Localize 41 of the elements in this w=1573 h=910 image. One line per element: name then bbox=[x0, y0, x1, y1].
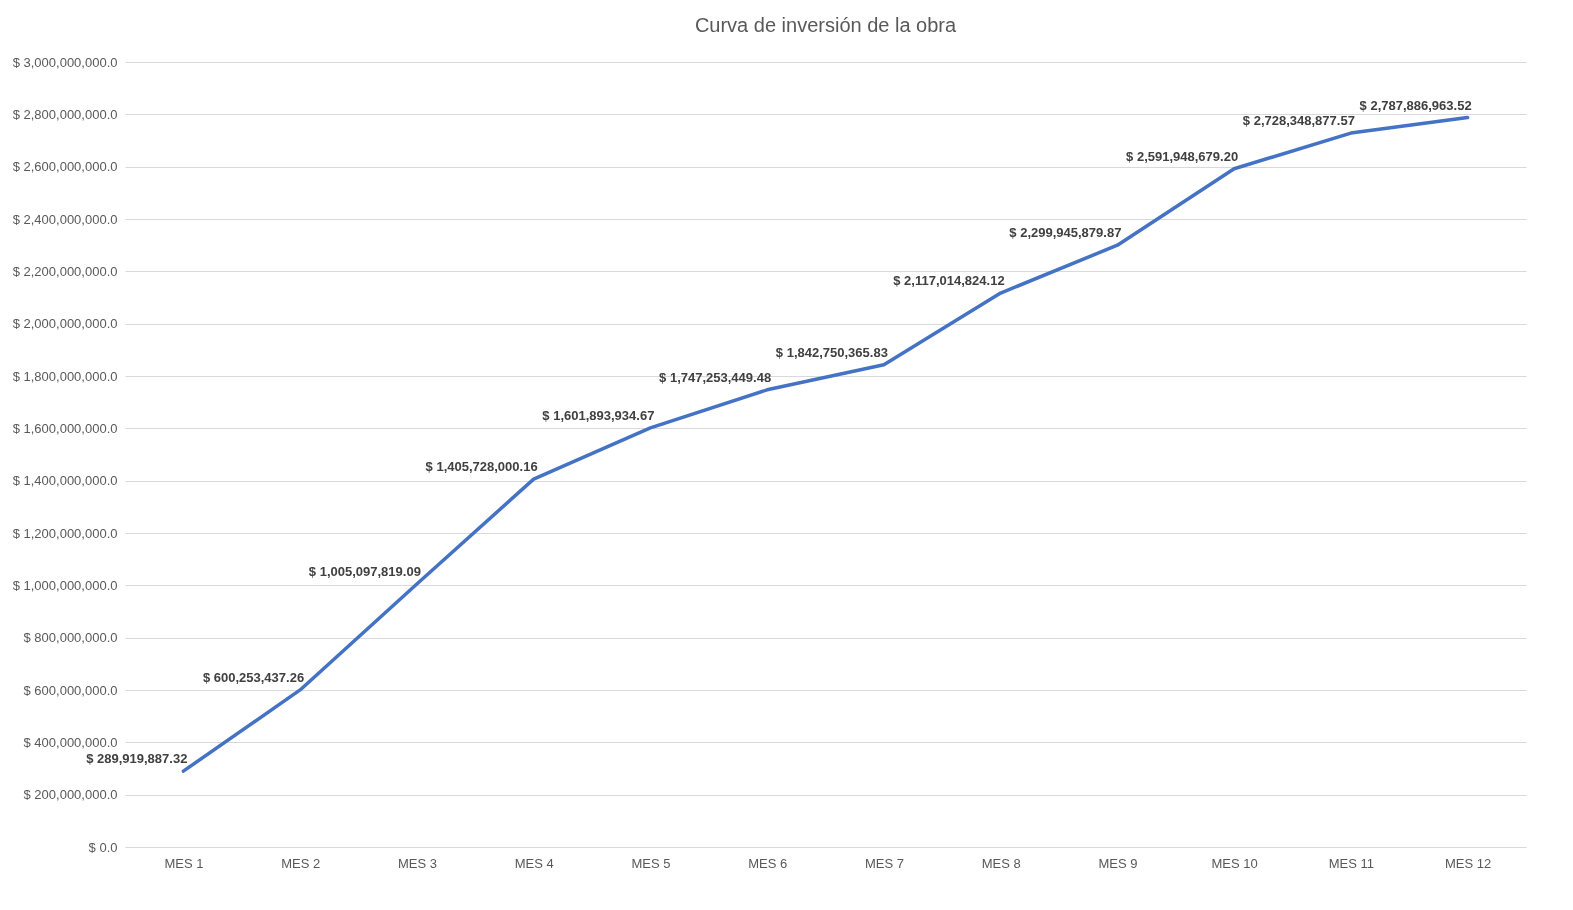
x-tick-label: MES 9 bbox=[1098, 855, 1138, 871]
data-label: $ 2,787,886,963.52 bbox=[1359, 97, 1472, 113]
y-tick-label: $ 0.0 bbox=[88, 839, 118, 855]
data-label: $ 1,842,750,365.83 bbox=[775, 344, 888, 360]
data-label: $ 600,253,437.26 bbox=[202, 669, 305, 685]
y-tick-label: $ 200,000,000.0 bbox=[23, 787, 118, 803]
y-tick-label: $ 1,800,000,000.0 bbox=[12, 368, 118, 384]
data-label: $ 2,728,348,877.57 bbox=[1242, 113, 1355, 129]
y-tick-label: $ 1,000,000,000.0 bbox=[12, 577, 118, 593]
y-tick-label: $ 2,000,000,000.0 bbox=[12, 316, 118, 332]
x-tick-label: MES 10 bbox=[1211, 855, 1258, 871]
y-tick-label: $ 1,400,000,000.0 bbox=[12, 473, 118, 489]
y-tick-label: $ 800,000,000.0 bbox=[23, 630, 118, 646]
chart-title: Curva de inversión de la obra bbox=[694, 14, 957, 36]
x-tick-label: MES 7 bbox=[864, 855, 904, 871]
x-tick-label: MES 8 bbox=[981, 855, 1021, 871]
x-tick-label: MES 6 bbox=[748, 855, 788, 871]
x-tick-label: MES 2 bbox=[281, 855, 321, 871]
data-label: $ 289,919,887.32 bbox=[86, 751, 188, 767]
data-label: $ 1,405,728,000.16 bbox=[425, 459, 538, 475]
y-tick-label: $ 2,400,000,000.0 bbox=[12, 211, 118, 227]
y-tick-label: $ 600,000,000.0 bbox=[23, 682, 118, 698]
x-tick-label: MES 1 bbox=[164, 855, 204, 871]
y-tick-label: $ 2,800,000,000.0 bbox=[12, 106, 118, 122]
y-tick-label: $ 2,200,000,000.0 bbox=[12, 263, 118, 279]
y-tick-label: $ 1,200,000,000.0 bbox=[12, 525, 118, 541]
y-tick-label: $ 3,000,000,000.0 bbox=[12, 54, 118, 70]
data-label: $ 2,117,014,824.12 bbox=[893, 273, 1005, 289]
x-tick-label: MES 5 bbox=[631, 855, 671, 871]
data-label: $ 2,591,948,679.20 bbox=[1126, 148, 1239, 164]
y-tick-label: $ 1,600,000,000.0 bbox=[12, 420, 118, 436]
x-tick-label: MES 4 bbox=[514, 855, 554, 871]
y-tick-label: $ 400,000,000.0 bbox=[23, 734, 118, 750]
data-label: $ 1,005,097,819.09 bbox=[308, 564, 421, 579]
data-label: $ 2,299,945,879.87 bbox=[1009, 225, 1122, 241]
x-tick-label: MES 3 bbox=[397, 855, 437, 871]
x-tick-label: MES 12 bbox=[1445, 855, 1492, 871]
data-label: $ 1,747,253,449.48 bbox=[659, 369, 772, 385]
y-tick-label: $ 2,600,000,000.0 bbox=[12, 159, 118, 175]
x-tick-label: MES 11 bbox=[1328, 855, 1375, 871]
data-label: $ 1,601,893,934.67 bbox=[542, 407, 655, 423]
